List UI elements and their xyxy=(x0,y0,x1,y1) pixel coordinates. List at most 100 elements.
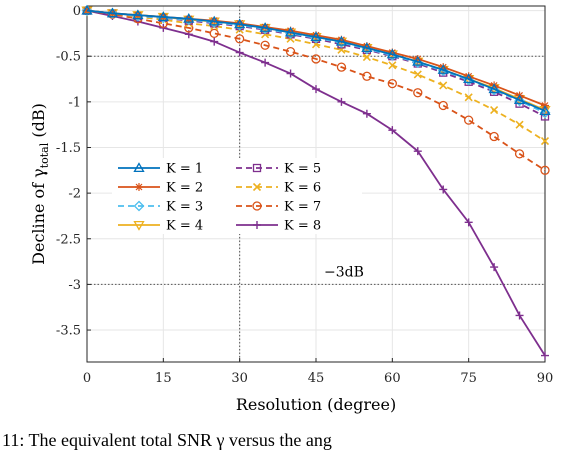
series-k1-point-10 xyxy=(335,35,348,46)
annotation-3db: −3dB xyxy=(324,264,364,280)
series-k7-point-8 xyxy=(285,46,296,57)
legend-entry-k3: K = 3 xyxy=(118,200,203,215)
series-k8-point-18 xyxy=(541,351,549,360)
legend-marker-k3 xyxy=(133,200,145,212)
legend-marker-k1 xyxy=(133,162,145,173)
y-tick-label-3: -1.5 xyxy=(56,141,81,156)
series-k1-point-14 xyxy=(437,64,449,74)
legend-entry-k7: K = 7 xyxy=(236,200,321,215)
legend-entry-k4: K = 4 xyxy=(118,219,203,234)
series-k7-point-6 xyxy=(235,34,245,44)
series-k8-point-11 xyxy=(362,109,371,118)
series-k2-point-14 xyxy=(439,63,448,72)
series-k1-point-15 xyxy=(463,73,475,84)
series-k5-point-18 xyxy=(540,112,550,121)
y-axis-label: Decline of γtotal (dB) xyxy=(29,103,51,265)
series-k6-point-13 xyxy=(413,70,422,79)
series-k2-point-5 xyxy=(210,16,219,25)
series-k1-point-16 xyxy=(488,83,500,94)
series-k7-point-15 xyxy=(464,115,474,125)
series-k7-point-7 xyxy=(260,40,270,50)
series-k1-point-4 xyxy=(183,12,195,23)
series-k7-point-16 xyxy=(489,131,499,142)
legend-marker-k2 xyxy=(135,183,143,191)
series-k1-point-12 xyxy=(386,48,398,59)
legend-marker-k8 xyxy=(253,221,261,229)
series-k2-point-10 xyxy=(337,35,346,44)
series-k1-point-1 xyxy=(106,7,119,18)
series-k7-point-10 xyxy=(336,62,347,72)
legend-entry-k2: K = 2 xyxy=(118,181,203,196)
series-k1-point-11 xyxy=(361,42,373,53)
legend-entry-k6: K = 6 xyxy=(236,181,321,196)
x-tick-label-3: 45 xyxy=(308,371,325,386)
series-k1-point-9 xyxy=(310,31,322,42)
series-k1-point-18 xyxy=(539,105,551,115)
series-k2-point-12 xyxy=(388,48,397,57)
legend-marker-k7 xyxy=(252,201,262,211)
series-k2-point-9 xyxy=(312,31,320,40)
series-k7-line xyxy=(86,9,546,172)
legend-label-k4: K = 4 xyxy=(166,219,203,234)
series-k7-point-9 xyxy=(311,54,321,64)
series-k8-point-17 xyxy=(515,311,524,320)
series-k2-point-13 xyxy=(413,54,422,63)
y-tick-label-4: -2 xyxy=(68,187,81,202)
series-k6-point-12 xyxy=(388,61,397,70)
series-k8-point-8 xyxy=(286,69,295,78)
y-axis-label-main: Decline of γ xyxy=(29,168,48,265)
legend-label-k2: K = 2 xyxy=(166,181,203,196)
series-k6-point-14 xyxy=(439,81,448,90)
x-tick-label-0: 0 xyxy=(83,371,91,386)
series-k2-point-7 xyxy=(261,22,270,31)
series-k8-point-16 xyxy=(490,263,499,272)
legend-entry-k1: K = 1 xyxy=(118,162,203,177)
series-k7-point-14 xyxy=(438,100,448,111)
legend-marker-k6 xyxy=(252,182,262,192)
x-axis-label: Resolution (degree) xyxy=(236,395,396,414)
series-k1-point-5 xyxy=(208,15,220,26)
series-k6-point-15 xyxy=(464,93,473,102)
legend: K = 1 K = 2 K = 3 K = 4 K = 5 K = 6 K = 7 K = 8 xyxy=(112,158,362,234)
series-k8-point-6 xyxy=(235,48,244,57)
series-k7-point-13 xyxy=(413,88,423,98)
legend-label-k8: K = 8 xyxy=(284,219,321,234)
series-k1-line xyxy=(86,9,546,112)
series-k7-point-5 xyxy=(209,28,219,39)
legend-label-k3: K = 3 xyxy=(166,200,203,215)
series-k2-point-8 xyxy=(286,26,295,35)
y-tick-label-7: -3.5 xyxy=(56,324,81,339)
series-k6-point-7 xyxy=(261,30,270,39)
legend-label-k1: K = 1 xyxy=(166,162,203,177)
series-k8-point-13 xyxy=(413,147,422,156)
y-tick-label-0: 0 xyxy=(73,4,81,19)
figure-caption: 11: The equivalent total SNR γ versus th… xyxy=(2,430,332,450)
series-k8-point-7 xyxy=(261,58,270,67)
series-k2-point-15 xyxy=(464,72,473,81)
series-k1-point-6 xyxy=(234,18,246,29)
x-tick-label-2: 30 xyxy=(231,371,248,386)
series-k6-point-8 xyxy=(286,34,295,43)
y-tick-label-2: -1 xyxy=(68,95,81,110)
series-k1-point-7 xyxy=(259,22,271,32)
series-k1-point-0 xyxy=(81,4,93,15)
series-k7-point-17 xyxy=(514,149,525,159)
series-k1-point-2 xyxy=(132,9,144,20)
y-tick-label-6: -3 xyxy=(68,278,81,293)
y-tick-label-1: -0.5 xyxy=(56,50,81,65)
legend-label-k6: K = 6 xyxy=(284,181,321,196)
legend-marker-k4 xyxy=(133,220,145,231)
series-k3-point-1 xyxy=(107,7,118,19)
legend-marker-k5 xyxy=(252,163,262,173)
series-k3-point-0 xyxy=(81,5,93,16)
series-k2-point-11 xyxy=(362,42,371,51)
y-axis-label-sub: total xyxy=(38,142,51,168)
y-tick-label-5: -2.5 xyxy=(56,232,81,247)
series xyxy=(81,4,551,360)
series-k8-point-15 xyxy=(464,218,473,227)
series-k8-point-14 xyxy=(439,185,448,194)
series-k1-point-13 xyxy=(412,55,424,66)
series-k1-point-3 xyxy=(157,11,169,21)
x-tick-label-4: 60 xyxy=(384,371,401,386)
